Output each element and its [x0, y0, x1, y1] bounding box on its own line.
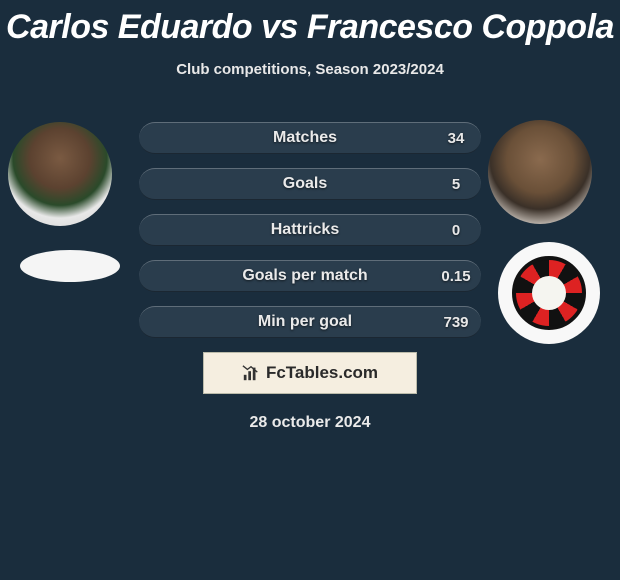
club-right-badge-center: [532, 276, 566, 310]
brand-text: FcTables.com: [266, 363, 378, 383]
stat-label: Matches: [179, 129, 431, 147]
brand-box[interactable]: FcTables.com: [203, 352, 417, 394]
stat-label: Min per goal: [179, 313, 431, 331]
date-text: 28 october 2024: [0, 414, 620, 432]
page-title: Carlos Eduardo vs Francesco Coppola: [0, 0, 620, 47]
stat-row-goals-per-match: Goals per match 0.15: [139, 260, 481, 292]
stat-row-goals: Goals 5: [139, 168, 481, 200]
stat-row-matches: Matches 34: [139, 122, 481, 154]
stat-label: Hattricks: [179, 221, 431, 239]
stat-right-value: 0: [431, 222, 481, 239]
stat-right-value: 739: [431, 314, 481, 331]
stat-label: Goals per match: [179, 267, 431, 285]
stat-row-hattricks: Hattricks 0: [139, 214, 481, 246]
club-right-badge-inner: [512, 256, 586, 330]
subtitle: Club competitions, Season 2023/2024: [0, 61, 620, 78]
stats-list: Matches 34 Goals 5 Hattricks 0 Goals per…: [139, 122, 481, 338]
player-right-avatar: [488, 120, 592, 224]
comparison-area: Matches 34 Goals 5 Hattricks 0 Goals per…: [0, 122, 620, 432]
club-right-badge: [498, 242, 600, 344]
stat-label: Goals: [179, 175, 431, 193]
club-left-badge: [20, 250, 120, 282]
stat-right-value: 5: [431, 176, 481, 193]
stat-row-min-per-goal: Min per goal 739: [139, 306, 481, 338]
bar-chart-icon: [242, 364, 260, 382]
player-left-avatar: [8, 122, 112, 226]
stat-right-value: 0.15: [431, 268, 481, 285]
stat-right-value: 34: [431, 130, 481, 147]
